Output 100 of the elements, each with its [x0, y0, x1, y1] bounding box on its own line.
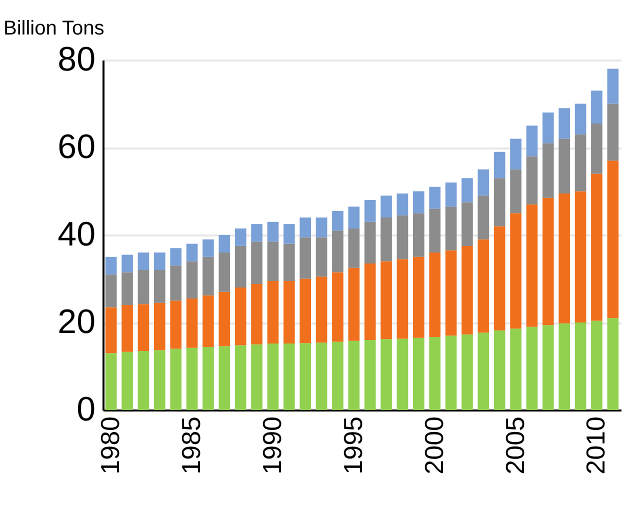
bar [251, 284, 262, 344]
bar [542, 325, 554, 410]
bar [478, 169, 490, 196]
bar [138, 304, 150, 351]
bar [105, 353, 117, 410]
x-tick-label: 1995 [338, 416, 368, 474]
bar [332, 210, 344, 231]
bar [251, 224, 262, 242]
bar [267, 242, 279, 281]
bar [462, 202, 473, 246]
bar [607, 104, 619, 161]
bar [478, 332, 490, 410]
bar [202, 239, 214, 257]
bar [364, 200, 376, 222]
x-tick-label: 1980 [95, 416, 126, 474]
bar [122, 272, 133, 305]
bar [462, 246, 473, 334]
bar [478, 239, 490, 333]
bar [607, 160, 619, 318]
bar [494, 226, 506, 330]
bar [478, 196, 490, 240]
bar [380, 196, 392, 218]
bar [542, 143, 554, 198]
bar [202, 295, 214, 347]
bar [170, 266, 182, 301]
bar [558, 323, 570, 410]
bar [607, 68, 619, 104]
bar [316, 276, 328, 343]
bar [429, 336, 441, 410]
bar [429, 186, 441, 209]
bar [396, 215, 408, 260]
bar [234, 228, 246, 246]
bar [316, 342, 328, 410]
bar [526, 156, 538, 204]
bar [154, 302, 166, 350]
bar [526, 326, 538, 410]
bar [170, 348, 182, 410]
bar [122, 305, 133, 352]
bar [234, 345, 246, 410]
bar [396, 338, 408, 410]
bar [267, 280, 279, 344]
y-axis-title: Billion Tons [4, 18, 104, 40]
bar [591, 123, 602, 174]
bar [526, 204, 538, 327]
bar [300, 343, 312, 410]
bar [202, 256, 214, 296]
bar [202, 347, 214, 410]
bar [283, 224, 295, 244]
bar [364, 263, 376, 340]
bar [332, 342, 344, 410]
bar [218, 252, 230, 292]
bar [267, 222, 279, 242]
bar [283, 244, 295, 281]
bar [380, 218, 392, 262]
bar [154, 270, 166, 303]
bar [267, 344, 279, 410]
bar [591, 90, 602, 124]
bar [105, 256, 117, 274]
bar [251, 344, 262, 410]
bar [234, 288, 246, 346]
bar [348, 268, 360, 341]
y-tick-label: 80 [58, 40, 96, 78]
bar [526, 126, 538, 156]
bar [364, 222, 376, 264]
bar [300, 218, 312, 238]
bar [186, 348, 198, 410]
bar [316, 237, 328, 277]
bar [462, 334, 473, 410]
x-tick-label: 1990 [256, 416, 287, 474]
bar [300, 237, 312, 279]
bar [542, 198, 554, 326]
bar [300, 278, 312, 344]
x-tick-label: 2005 [500, 416, 530, 474]
bar [283, 280, 295, 344]
bar [380, 339, 392, 410]
bar [574, 134, 586, 192]
bar [316, 218, 328, 238]
bar [412, 191, 424, 214]
bar [542, 112, 554, 144]
bar [186, 298, 198, 348]
bar [396, 259, 408, 339]
bar [462, 178, 473, 202]
y-tick-label: 60 [58, 128, 96, 166]
bar [412, 213, 424, 257]
bar [591, 320, 602, 410]
y-tick-label: 0 [76, 390, 96, 428]
bar [170, 248, 182, 266]
bar [445, 250, 457, 336]
bar [122, 254, 133, 272]
bar [283, 344, 295, 410]
bar [396, 193, 408, 216]
bar [445, 182, 457, 207]
bar [186, 261, 198, 298]
bar [138, 350, 150, 410]
bar [332, 230, 344, 272]
bar [445, 206, 457, 250]
bar [558, 193, 570, 324]
x-tick-label: 2000 [418, 416, 449, 474]
bar [105, 307, 117, 354]
bar [494, 178, 506, 226]
